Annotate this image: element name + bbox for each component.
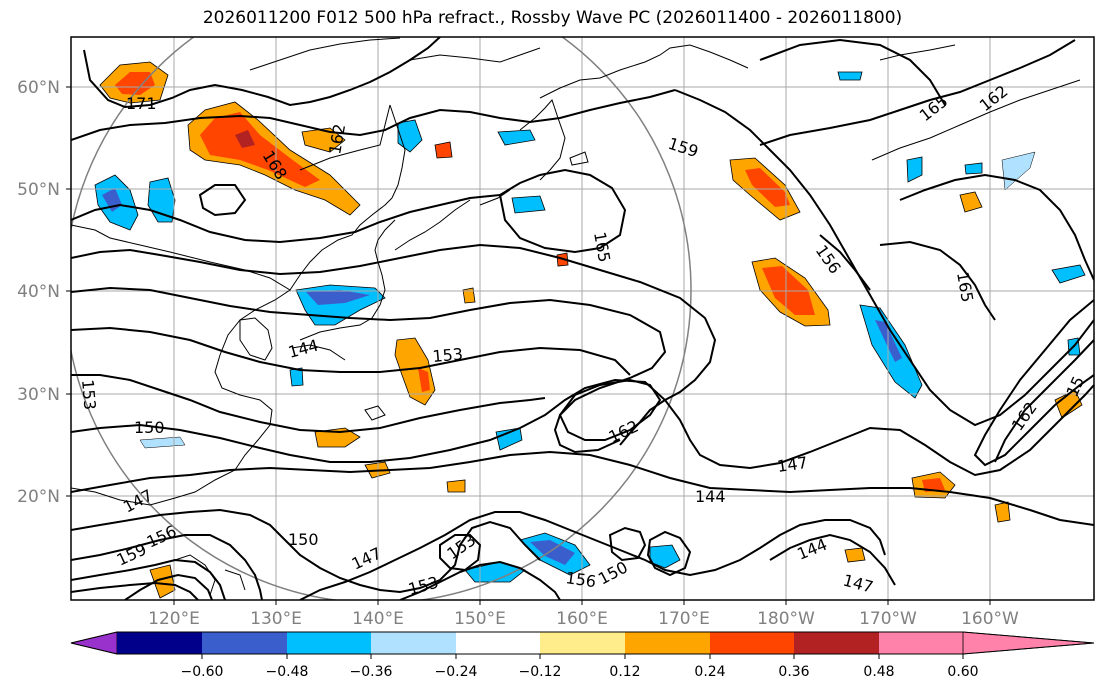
colorbar-min-extension: [70, 631, 118, 655]
contour-label: 150: [134, 418, 165, 437]
positive-anomaly-patch: [446, 479, 466, 493]
colorbar-segment: [371, 632, 456, 654]
colorbar-tick-label: 0.24: [694, 664, 725, 680]
positive-anomaly-patch: [922, 478, 945, 492]
colorbar-segment: [625, 632, 710, 654]
positive-anomaly-patch: [745, 168, 790, 207]
negative-anomaly-patch: [397, 119, 423, 153]
negative-anomaly-patch: [497, 129, 536, 146]
negative-anomaly-patch: [964, 162, 983, 175]
negative-anomaly-patch: [511, 195, 546, 214]
colorbar-tick-label: 0.36: [778, 664, 809, 680]
contour-label: 171: [126, 94, 157, 113]
positive-anomaly-patch: [149, 564, 176, 599]
lon-tick-label: 170°E: [658, 609, 710, 629]
lat-tick-label: 60°N: [17, 78, 60, 98]
colorbar-segment: [202, 632, 287, 654]
positive-anomaly-patch: [200, 112, 320, 187]
positive-anomaly-patch: [418, 368, 430, 392]
positive-anomaly-patch: [994, 501, 1011, 523]
lat-tick-label: 20°N: [17, 487, 60, 507]
negative-anomaly-patch: [906, 156, 923, 183]
positive-anomaly-patch: [844, 547, 866, 563]
lon-axis: [173, 600, 991, 605]
contour-label: 150: [288, 530, 319, 549]
colorbar-outline: [70, 631, 1095, 655]
grid: [71, 37, 1094, 600]
colorbar-segment: [879, 632, 963, 654]
lon-tick-label: 150°E: [454, 609, 506, 629]
contour-label: 153: [432, 344, 464, 366]
lat-tick-label: 30°N: [17, 385, 60, 405]
colorbar-tick-label: −0.12: [519, 664, 562, 680]
reference-circle: [71, 37, 692, 600]
positive-anomaly-patch: [959, 191, 983, 213]
contour-lines: [71, 37, 1094, 600]
colorbar: [70, 631, 1095, 655]
colorbar-segment: [287, 632, 371, 654]
positive-anomaly-patch: [434, 141, 453, 159]
colorbar-tick-label: −0.36: [350, 664, 393, 680]
colorbar-segment: [456, 632, 540, 654]
positive-anomaly-patch: [314, 427, 361, 448]
coastlines: [71, 37, 1081, 596]
colorbar-tick-label: 0.60: [947, 664, 978, 680]
lat-tick-label: 50°N: [17, 180, 60, 200]
colorbar-tick-label: 0.12: [609, 664, 640, 680]
negative-anomaly-patch: [1001, 151, 1036, 191]
positive-anomaly-patch: [301, 127, 346, 153]
colorbar-tick-label: −0.48: [266, 664, 309, 680]
map-title: 2026011200 F012 500 hPa refract., Rossby…: [202, 8, 903, 28]
colorbar-tick-label: −0.60: [181, 664, 224, 680]
colorbar-tick-label: 0.48: [863, 664, 894, 680]
lon-tick-label: 130°E: [250, 609, 302, 629]
lon-tick-label: 160°W: [961, 609, 1019, 629]
contour-label: 156: [564, 568, 597, 591]
lon-tick-label: 160°E: [556, 609, 608, 629]
colorbar-max-extension: [962, 631, 1095, 655]
colorbar-segment: [540, 632, 625, 654]
lon-tick-label: 120°E: [148, 609, 200, 629]
colorbar-segment: [794, 632, 879, 654]
contour-label: 144: [695, 487, 726, 506]
negative-anomaly-patch: [306, 290, 370, 305]
positive-anomaly-patch: [462, 287, 476, 304]
colorbar-tick-label: −0.24: [435, 664, 478, 680]
contour-label: 153: [78, 379, 100, 411]
colorbar-segment: [710, 632, 794, 654]
lon-tick-label: 140°E: [352, 609, 404, 629]
lat-tick-label: 40°N: [17, 282, 60, 302]
negative-anomaly-patch: [837, 71, 863, 81]
colorbar-ticks: [201, 654, 964, 659]
lon-tick-label: 180°W: [757, 609, 815, 629]
positive-anomaly-patch: [235, 130, 255, 148]
lat-axis: [66, 86, 71, 497]
contour-label: 147: [776, 453, 809, 476]
positive-anomaly-patch: [115, 72, 155, 95]
lon-tick-label: 170°W: [859, 609, 917, 629]
negative-anomaly-patch: [1051, 264, 1086, 284]
colorbar-segment: [117, 632, 202, 654]
negative-anomaly-patch: [495, 427, 523, 451]
negative-anomaly-patch: [530, 540, 575, 565]
